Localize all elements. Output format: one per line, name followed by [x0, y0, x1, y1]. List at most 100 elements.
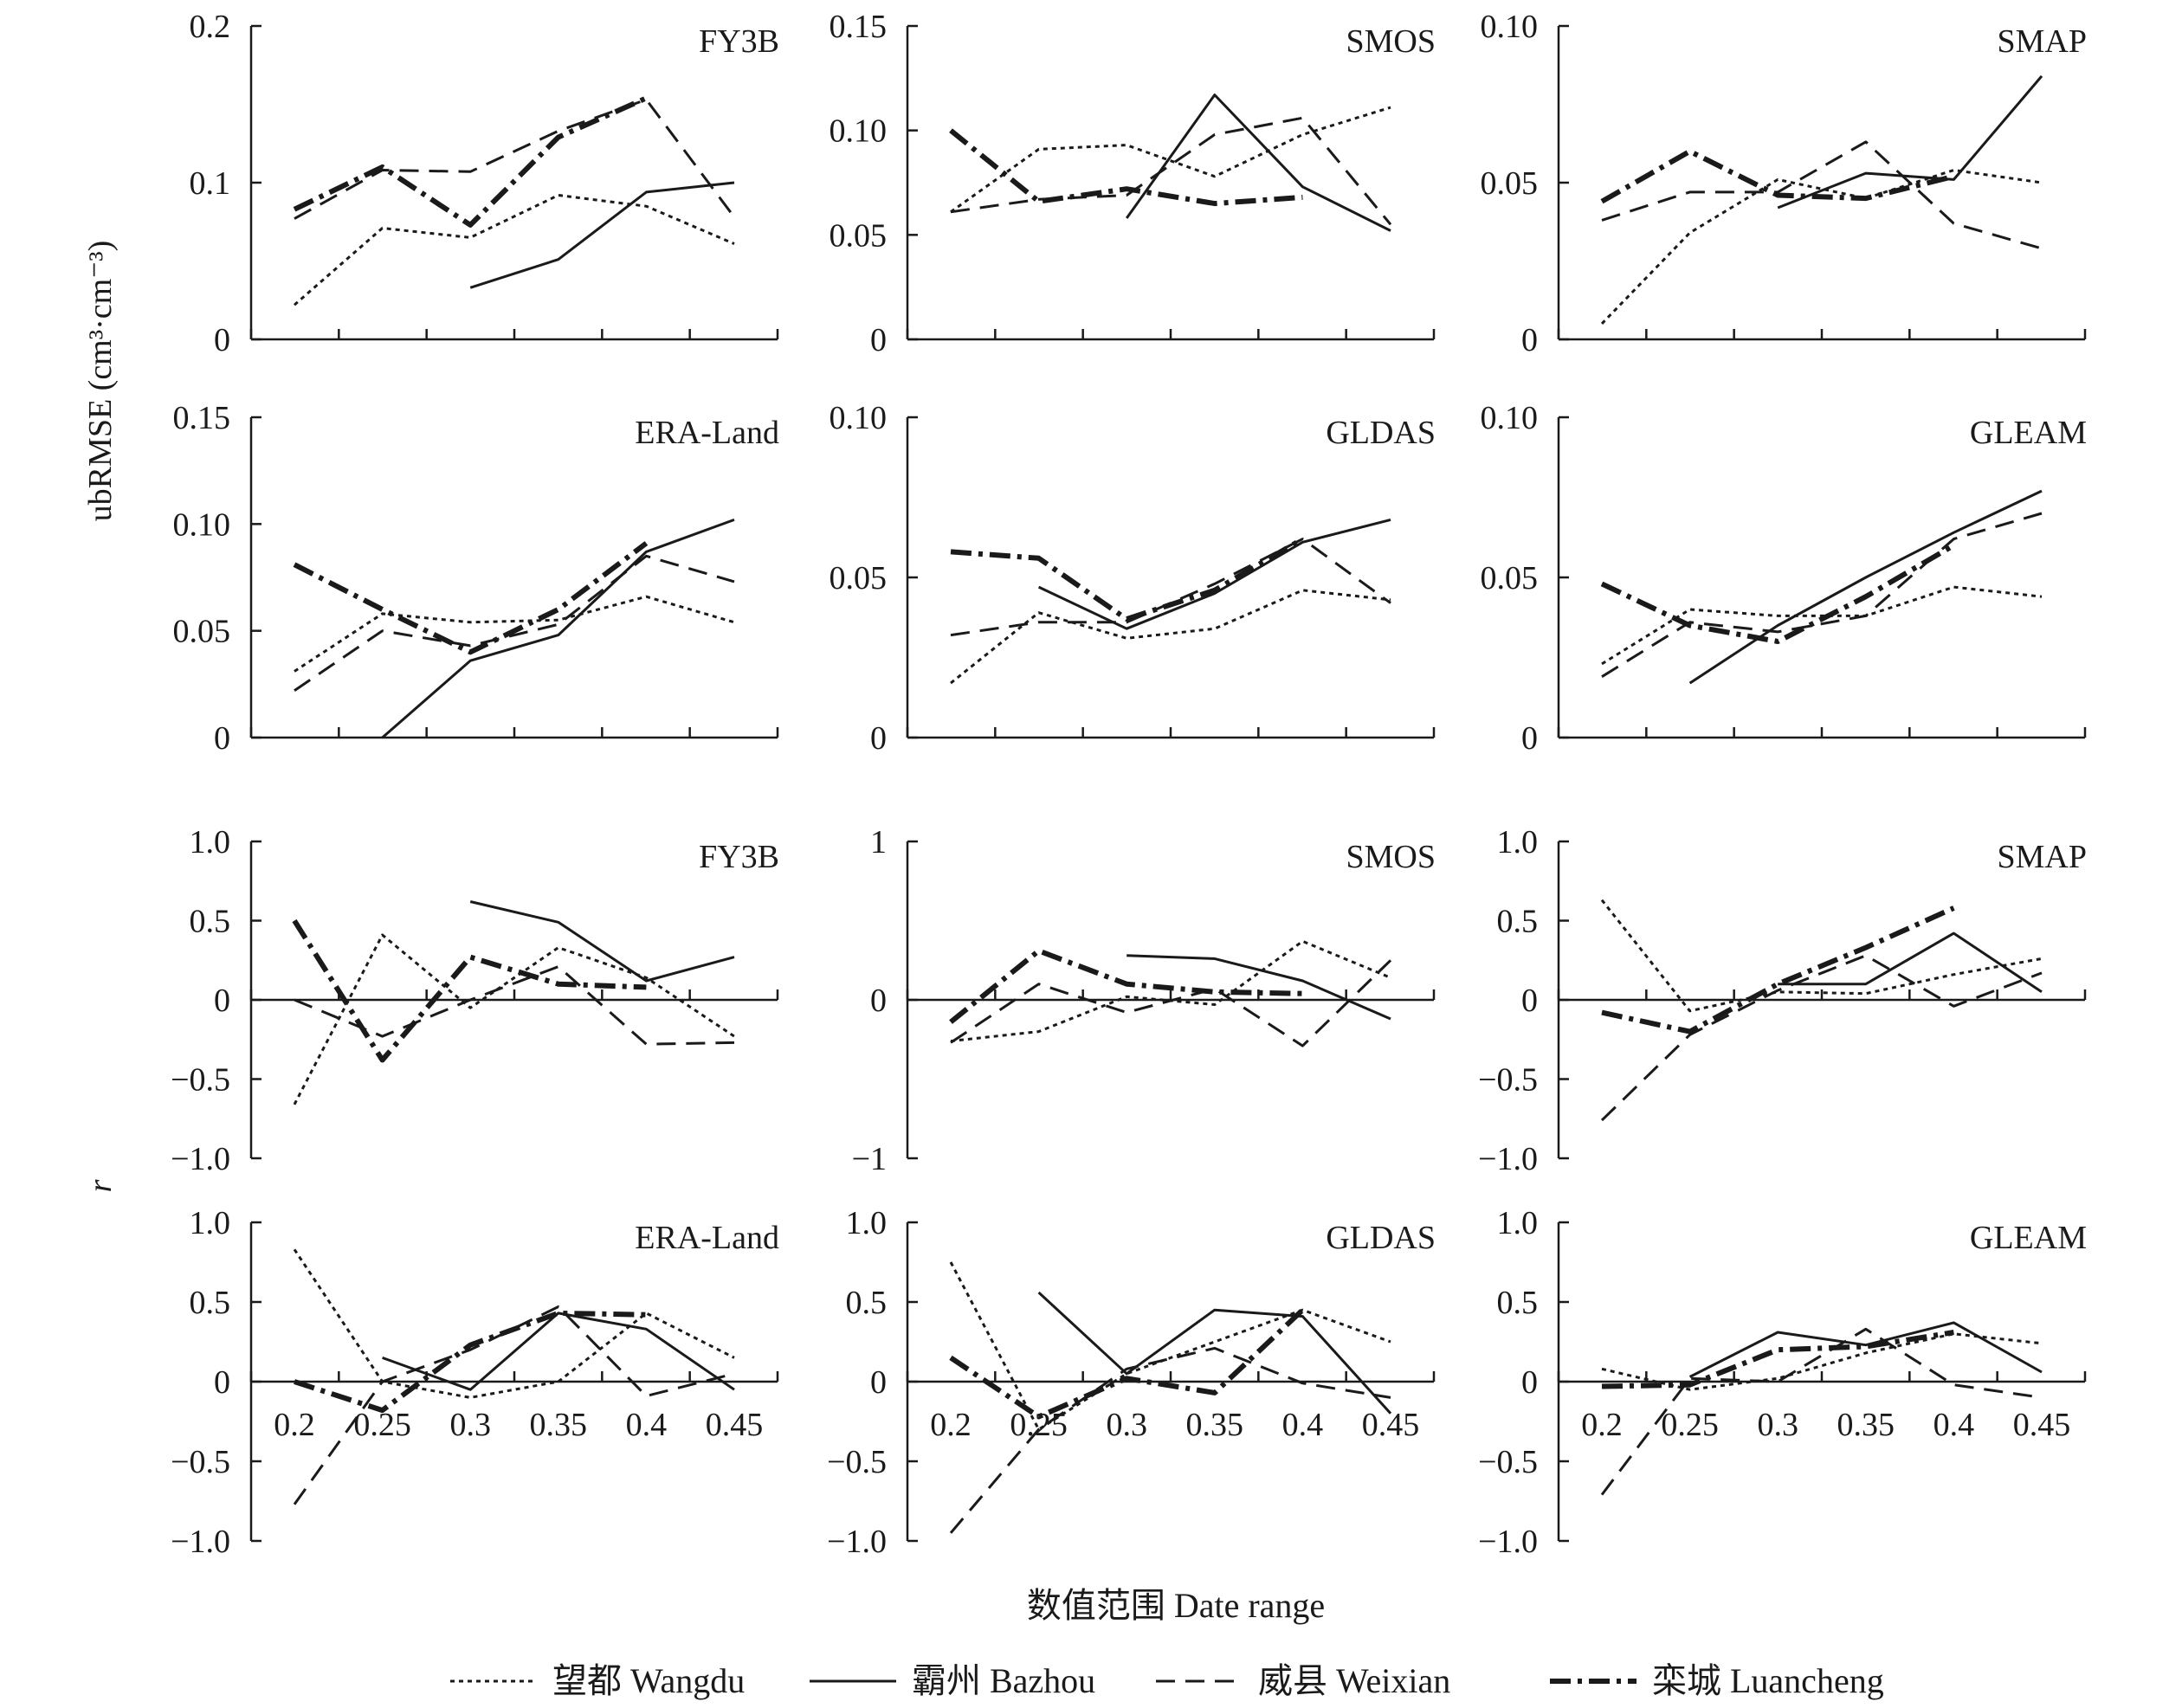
- y-tick-label: 0: [214, 983, 230, 1019]
- series-line-luancheng: [1601, 1330, 1954, 1389]
- y-tick-label: 0.05: [1481, 560, 1539, 596]
- series-line-weixian: [1601, 512, 2043, 678]
- y-tick-label: 0.05: [173, 614, 231, 650]
- y-tick-label: 0.15: [830, 9, 888, 45]
- series-line-weixian: [293, 1305, 735, 1505]
- y-tick-label: 0.5: [190, 904, 231, 940]
- y-tick-label: 0.05: [830, 217, 888, 254]
- series-line-luancheng: [1600, 543, 1955, 644]
- series-line-bazhou: [1127, 954, 1391, 1021]
- y-tick-label: −0.5: [1478, 1062, 1538, 1099]
- x-tick-label: 0.3: [1106, 1407, 1147, 1443]
- y-tick-label: 0.5: [190, 1285, 231, 1321]
- x-tick-label: 0.35: [1186, 1407, 1244, 1443]
- y-tick-label: −1.0: [827, 1524, 887, 1560]
- y-tick-label: 0.10: [830, 113, 888, 150]
- legend-label-bazhou: 霸州 Bazhou: [912, 1661, 1095, 1700]
- y-tick-label: 0.5: [1497, 904, 1539, 940]
- panel-fy3b-r: −1.0 −0.5 0 0.5 1.0 FY3B: [171, 824, 779, 1177]
- series-line-bazhou: [1688, 489, 2043, 685]
- panel-title: FY3B: [699, 839, 779, 875]
- series-line-wangdu: [1601, 1332, 2043, 1391]
- x-tick-label: 0.35: [530, 1407, 588, 1443]
- y-tick-label: 0.10: [830, 400, 888, 436]
- series-line-luancheng: [1601, 906, 1955, 1034]
- y-tick-label: −0.5: [171, 1444, 230, 1480]
- series-line-bazhou: [1125, 93, 1391, 232]
- series-line-bazhou: [1037, 518, 1391, 630]
- legend-label-wangdu: 望都 Wangdu: [552, 1661, 745, 1700]
- y-tick-label: −0.5: [827, 1444, 887, 1480]
- y-tick-label: 0: [214, 720, 230, 757]
- series-line-wangdu: [950, 106, 1391, 214]
- x-tick-label: 0.35: [1837, 1407, 1895, 1443]
- y-tick-label: 0: [1521, 983, 1538, 1019]
- y-tick-label: 0: [214, 322, 230, 358]
- panel-title: GLEAM: [1970, 415, 2087, 451]
- panel-smos-ubrmse: 0 0.05 0.10 0.15 SMOS: [830, 9, 1436, 358]
- y-tick-label: 1.0: [190, 1205, 231, 1241]
- series-line-wangdu: [294, 595, 735, 673]
- y-tick-label: 0: [870, 983, 887, 1019]
- series-line-luancheng: [949, 1308, 1305, 1420]
- panel-era-land-r: −1.0−0.500.51.00.2 0.25 0.3 0.35 0.4 0.45ERA-…: [171, 1205, 779, 1560]
- x-tick-label: 0.3: [449, 1407, 491, 1443]
- y-tick-label: −0.5: [171, 1062, 230, 1099]
- series-line-bazhou: [382, 1312, 735, 1391]
- legend: 望都 Wangdu 霸州 Bazhou 威县 Weixian 栾城 Luanch…: [450, 1661, 1884, 1700]
- panel-title: SMAP: [1998, 23, 2088, 60]
- x-tick-label: 0.3: [1757, 1407, 1798, 1443]
- panel-smos-r: −1 0 1 SMOS: [852, 824, 1436, 1177]
- panel-title: GLDAS: [1326, 415, 1436, 451]
- y-tick-label: 1.0: [1497, 824, 1539, 860]
- series-line-weixian: [950, 538, 1391, 637]
- panel-title: ERA-Land: [635, 1220, 779, 1256]
- y-tick-label: 0: [1521, 1364, 1538, 1401]
- y-tick-label: 0: [1521, 322, 1538, 358]
- series-line-luancheng: [949, 948, 1303, 1024]
- x-tick-label: 0.45: [706, 1407, 764, 1443]
- y-tick-label: 0.2: [190, 9, 231, 45]
- legend-label-luancheng: 栾城 Luancheng: [1652, 1661, 1884, 1700]
- series-line-weixian: [1600, 954, 2043, 1122]
- panel-gleam-r: −1.0 −0.5 0 0.5 1.0 0.2 0.25 0.3 0.35 0.4 0.45 GLEA…: [1478, 1205, 2087, 1560]
- series-line-bazhou: [1777, 74, 2043, 209]
- series-line-weixian: [294, 554, 735, 692]
- y-tick-label: 0.05: [830, 560, 888, 596]
- series-line-wangdu: [1600, 899, 2043, 1013]
- panel-smap-ubrmse: 0 0.05 0.10 SMAP: [1481, 9, 2088, 358]
- series-line-wangdu: [1601, 585, 2043, 666]
- panel-gleam-ubrmse: 0 0.05 0.10 GLEAM: [1481, 400, 2088, 757]
- y-tick-label: 1.0: [846, 1205, 888, 1241]
- series-line-bazhou: [1778, 931, 2043, 994]
- series-line-luancheng: [1600, 148, 1955, 204]
- x-tick-label: 0.45: [2013, 1407, 2071, 1443]
- x-tick-label: 0.4: [1933, 1407, 1975, 1443]
- x-tick-label: 0.25: [1661, 1407, 1719, 1443]
- series-line-luancheng: [293, 541, 649, 655]
- panel-title: ERA-Land: [635, 415, 779, 451]
- series-line-weixian: [950, 116, 1392, 226]
- y-tick-label: 0.10: [1481, 9, 1539, 45]
- y-tick-label: 0.05: [1481, 165, 1539, 202]
- y-tick-label: 0: [1521, 720, 1538, 757]
- series-line-wangdu: [1600, 169, 2043, 325]
- y-tick-label: 0.10: [1481, 400, 1539, 436]
- y-tick-label: −1: [852, 1141, 887, 1177]
- series-line-weixian: [1601, 140, 2043, 250]
- series-line-luancheng: [949, 128, 1303, 207]
- series-line-wangdu: [293, 1248, 735, 1399]
- y-tick-label: 1: [870, 824, 887, 860]
- y-axis-label-ubrmse: ubRMSE (cm³·cm⁻³): [82, 241, 119, 522]
- y-tick-label: 0.5: [1497, 1285, 1539, 1321]
- panel-gldas-r: −1.0−0.500.51.00.2 0.25 0.3 0.35 0.4 0.45GLDA…: [827, 1205, 1436, 1560]
- series-line-luancheng: [293, 95, 648, 228]
- x-tick-label: 0.2: [1581, 1407, 1623, 1443]
- y-tick-label: −1.0: [171, 1524, 230, 1560]
- y-tick-label: −1.0: [171, 1141, 230, 1177]
- panel-gldas-ubrmse: 0 0.05 0.10 GLDAS: [830, 400, 1436, 757]
- panel-title: SMOS: [1346, 23, 1436, 60]
- x-tick-label: 0.4: [1282, 1407, 1324, 1443]
- series-line-bazhou: [469, 900, 735, 983]
